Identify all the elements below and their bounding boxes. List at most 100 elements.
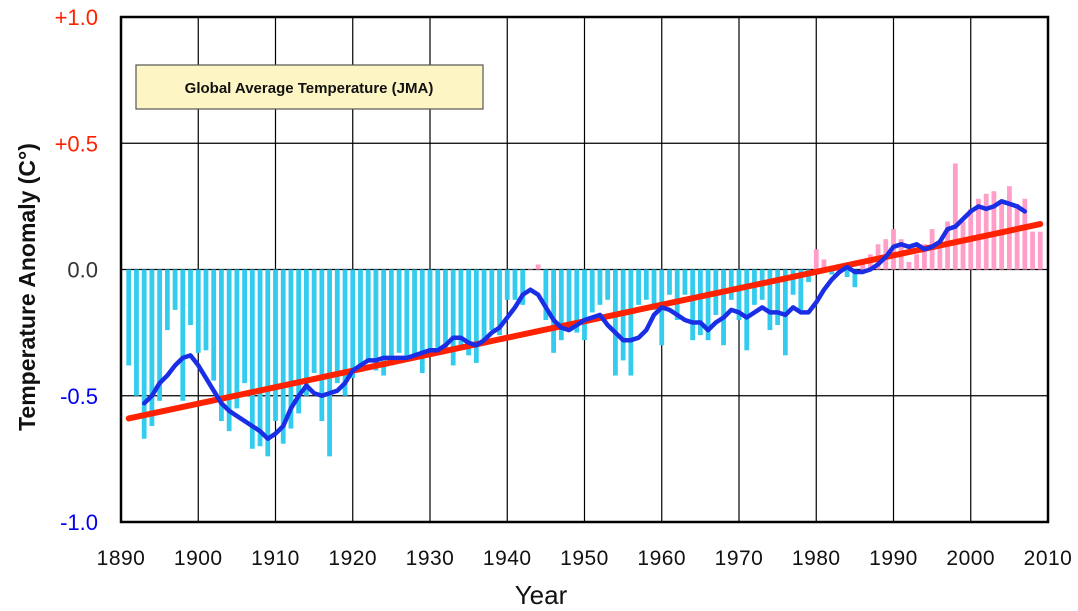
bar-1974 bbox=[767, 269, 773, 331]
bar-1977 bbox=[790, 269, 796, 295]
title-box-background bbox=[135, 64, 484, 110]
bar-1904 bbox=[226, 269, 232, 432]
bar-1900 bbox=[195, 269, 201, 353]
bar-1894 bbox=[149, 269, 155, 427]
bar-1929 bbox=[419, 269, 425, 374]
y-axis-label: Temperature Anomaly (C°) bbox=[14, 143, 40, 431]
bar-1891 bbox=[126, 269, 132, 366]
bar-1931 bbox=[435, 269, 441, 348]
y-tick-label: -1.0 bbox=[60, 510, 98, 535]
bar-2003 bbox=[991, 191, 997, 270]
bar-1944 bbox=[535, 264, 541, 270]
x-tick-label: 1950 bbox=[560, 547, 609, 570]
plot-frame bbox=[119, 15, 1050, 524]
bar-1902 bbox=[211, 269, 217, 381]
bar-1939 bbox=[497, 269, 502, 336]
bar-1980 bbox=[813, 249, 819, 270]
bar-1949 bbox=[574, 269, 580, 333]
bar-1917 bbox=[327, 269, 332, 457]
y-tick-labels: +1.0 +0.5 0.0 -0.5 -1.0 bbox=[55, 5, 98, 535]
bar-1969 bbox=[728, 269, 734, 300]
x-tick-label: 1960 bbox=[637, 547, 686, 570]
bar-1906 bbox=[242, 269, 247, 384]
x-tick-label: 1980 bbox=[792, 547, 841, 570]
bar-2001 bbox=[976, 198, 981, 270]
bar-2007 bbox=[1022, 198, 1028, 270]
bar-1920 bbox=[350, 269, 356, 379]
bar-1934 bbox=[458, 269, 464, 346]
y-tick-label: -0.5 bbox=[60, 384, 98, 409]
x-tick-label: 1930 bbox=[406, 547, 455, 570]
bar-1895 bbox=[157, 269, 163, 401]
bar-1927 bbox=[404, 269, 410, 361]
bar-1893 bbox=[141, 269, 147, 439]
bar-1916 bbox=[319, 269, 325, 421]
bar-1984 bbox=[844, 269, 850, 278]
bar-1933 bbox=[450, 269, 456, 366]
bar-1914 bbox=[304, 269, 309, 396]
bar-1913 bbox=[296, 269, 302, 414]
bar-1958 bbox=[643, 269, 649, 300]
bar-1925 bbox=[388, 269, 394, 366]
bar-1932 bbox=[443, 269, 448, 353]
bar-1937 bbox=[481, 269, 487, 346]
x-tick-label: 1990 bbox=[869, 547, 918, 570]
bar-1935 bbox=[466, 269, 472, 356]
bar-1919 bbox=[342, 269, 348, 396]
bar-1912 bbox=[288, 269, 294, 429]
bar-1992 bbox=[906, 261, 912, 270]
bar-1956 bbox=[628, 269, 634, 376]
bar-1971 bbox=[744, 269, 750, 351]
bar-1946 bbox=[551, 269, 556, 353]
x-tick-label: 1970 bbox=[715, 547, 764, 570]
bar-1928 bbox=[412, 269, 417, 356]
bar-2008 bbox=[1030, 231, 1035, 270]
bar-1945 bbox=[543, 269, 549, 320]
bar-1968 bbox=[721, 269, 726, 346]
chart-title-box: Global Average Temperature (JMA) bbox=[135, 64, 484, 110]
bar-1910 bbox=[273, 269, 278, 421]
bar-1978 bbox=[798, 269, 804, 310]
bar-1943 bbox=[528, 269, 533, 270]
bar-1936 bbox=[473, 269, 479, 363]
bar-1923 bbox=[373, 269, 379, 371]
y-tick-label: +1.0 bbox=[55, 5, 98, 30]
bar-1953 bbox=[605, 269, 611, 300]
bar-1903 bbox=[219, 269, 224, 421]
bar-1947 bbox=[558, 269, 564, 341]
chart-title: Global Average Temperature (JMA) bbox=[185, 80, 434, 97]
bar-1905 bbox=[234, 269, 240, 409]
bar-1993 bbox=[914, 254, 920, 270]
y-tick-label: +0.5 bbox=[55, 131, 98, 156]
bar-1921 bbox=[358, 269, 363, 371]
bar-1922 bbox=[365, 269, 371, 361]
bar-1959 bbox=[651, 269, 657, 310]
bar-1950 bbox=[582, 269, 587, 341]
x-tick-label: 2000 bbox=[946, 547, 995, 570]
bar-1966 bbox=[705, 269, 711, 341]
bar-1915 bbox=[311, 269, 317, 374]
bar-1975 bbox=[775, 269, 781, 326]
bar-2002 bbox=[983, 193, 989, 270]
bar-1985 bbox=[852, 269, 858, 288]
bar-1907 bbox=[249, 269, 255, 449]
bar-1892 bbox=[134, 269, 139, 396]
bar-1938 bbox=[489, 269, 495, 331]
x-tick-label: 1890 bbox=[97, 547, 146, 570]
bar-1982 bbox=[829, 269, 835, 275]
bar-1926 bbox=[396, 269, 402, 353]
x-tick-label: 1920 bbox=[328, 547, 377, 570]
bar-1954 bbox=[613, 269, 618, 376]
bar-1970 bbox=[736, 269, 742, 320]
bar-1961 bbox=[667, 269, 672, 295]
x-tick-label: 1940 bbox=[483, 547, 532, 570]
bar-1898 bbox=[180, 269, 186, 401]
bar-1948 bbox=[566, 269, 572, 328]
x-tick-label: 1900 bbox=[174, 547, 223, 570]
anomaly-bars bbox=[126, 163, 1043, 457]
running-mean-group bbox=[141, 199, 1028, 441]
bar-1896 bbox=[164, 269, 170, 331]
y-tick-label: 0.0 bbox=[67, 258, 98, 283]
bar-1994 bbox=[922, 244, 927, 270]
